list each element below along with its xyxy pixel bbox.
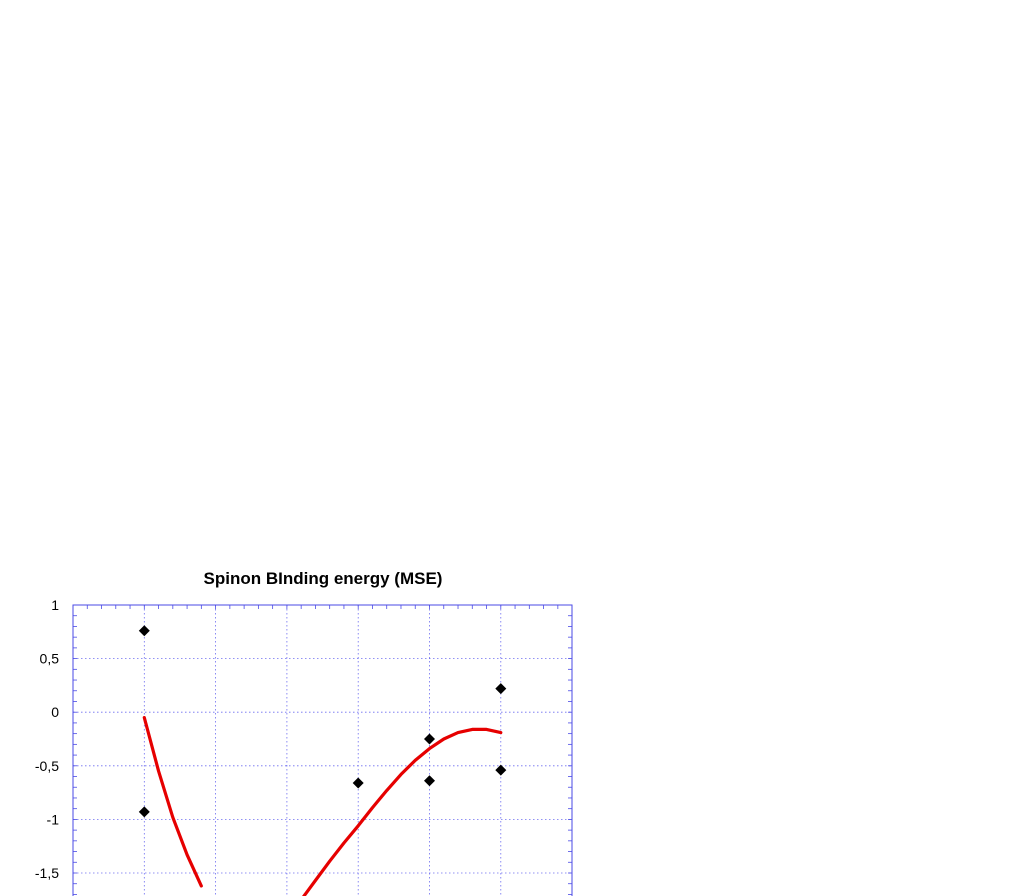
y-tick-label: 1 [51, 597, 59, 613]
fit-line-series [142, 715, 503, 896]
data-point-diamond [495, 764, 507, 776]
data-point-diamond [424, 775, 435, 787]
data-points-series [138, 625, 507, 818]
y-tick-label: 0 [51, 704, 59, 720]
data-point-diamond [424, 733, 435, 745]
fit-line [142, 715, 203, 888]
y-tick-label: 0,5 [40, 651, 60, 667]
fit-line [302, 727, 503, 896]
grid [73, 605, 572, 896]
chart-title: Spinon BInding energy (MSE) [204, 569, 443, 588]
data-point-diamond [352, 777, 364, 789]
y-axis-tick-labels: 1 0,5 0 -0,5 -1 -1,5 [35, 597, 59, 881]
data-point-diamond [138, 625, 150, 637]
y-tick-label: -1 [47, 811, 60, 827]
y-tick-label: -0,5 [35, 758, 59, 774]
plot-frame [72, 604, 573, 896]
data-point-diamond [138, 806, 150, 818]
axis-ticks [72, 604, 573, 895]
data-point-diamond [495, 683, 507, 695]
y-tick-label: -1,5 [35, 865, 59, 881]
